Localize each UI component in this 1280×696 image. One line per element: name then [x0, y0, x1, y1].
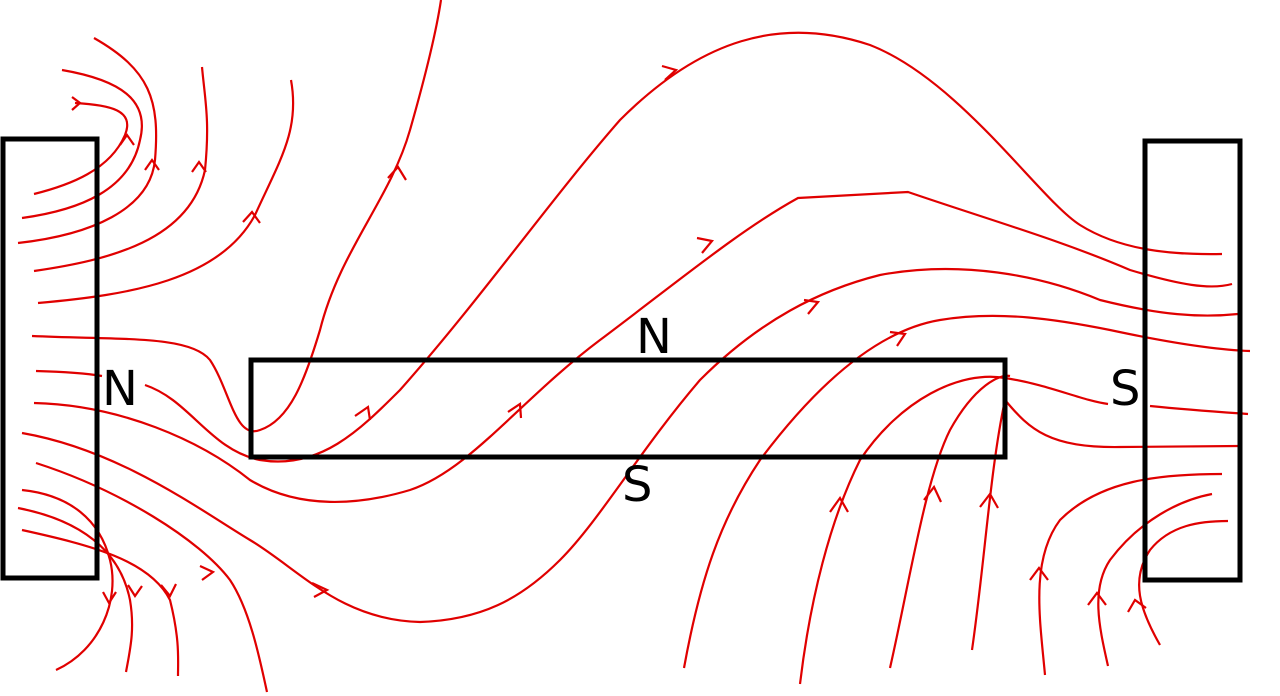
field-line: [144, 31, 1223, 463]
arrow: [242, 210, 261, 224]
arrow: [127, 584, 143, 598]
arrow: [1087, 591, 1107, 606]
pole-label: S: [622, 457, 652, 513]
arrow: [199, 565, 216, 581]
arrow: [829, 495, 849, 513]
field-line: [35, 369, 103, 378]
field-line: [33, 66, 209, 273]
field-line: [21, 267, 1239, 624]
arrow: [119, 133, 135, 146]
arrow: [191, 160, 207, 173]
arrow: [71, 96, 82, 111]
field-line: [1149, 404, 1249, 416]
field-line: [888, 374, 1011, 669]
arrow: [923, 484, 942, 503]
field-line: [1038, 472, 1223, 676]
field-line: [17, 506, 134, 673]
field-line: [35, 461, 269, 693]
field-line: [37, 79, 295, 305]
arrow: [160, 583, 177, 599]
arrow: [387, 165, 407, 181]
pole-label: N: [102, 361, 138, 417]
field-line: [798, 375, 1109, 685]
pole-label: N: [636, 309, 672, 365]
arrow: [102, 591, 117, 606]
field-line: [21, 68, 143, 220]
left-magnet: [0, 136, 100, 581]
field-line: [682, 314, 1251, 669]
field-line: [1097, 492, 1213, 667]
field-arrows: [71, 64, 1147, 613]
pole-label: S: [1110, 361, 1140, 417]
field-line: [1138, 519, 1229, 646]
arrow: [661, 64, 679, 81]
field-line: [33, 101, 129, 196]
arrow: [507, 402, 523, 419]
arrow: [144, 158, 160, 171]
field-line: [21, 488, 114, 672]
arrow: [803, 298, 821, 315]
field-lines: [17, 0, 1251, 693]
field-line: [970, 397, 1241, 651]
right-magnet: [1142, 138, 1243, 583]
bar-magnet: [248, 357, 1008, 460]
arrow: [889, 330, 907, 347]
arrow: [696, 236, 715, 254]
arrow: [311, 582, 330, 598]
field-line: [33, 190, 1233, 503]
arrow: [1029, 566, 1049, 581]
field-line: [17, 37, 158, 245]
field-line: [21, 528, 180, 677]
arrow: [979, 492, 999, 509]
arrow: [354, 405, 372, 421]
field-line: [31, 0, 443, 433]
arrow: [1127, 598, 1147, 613]
